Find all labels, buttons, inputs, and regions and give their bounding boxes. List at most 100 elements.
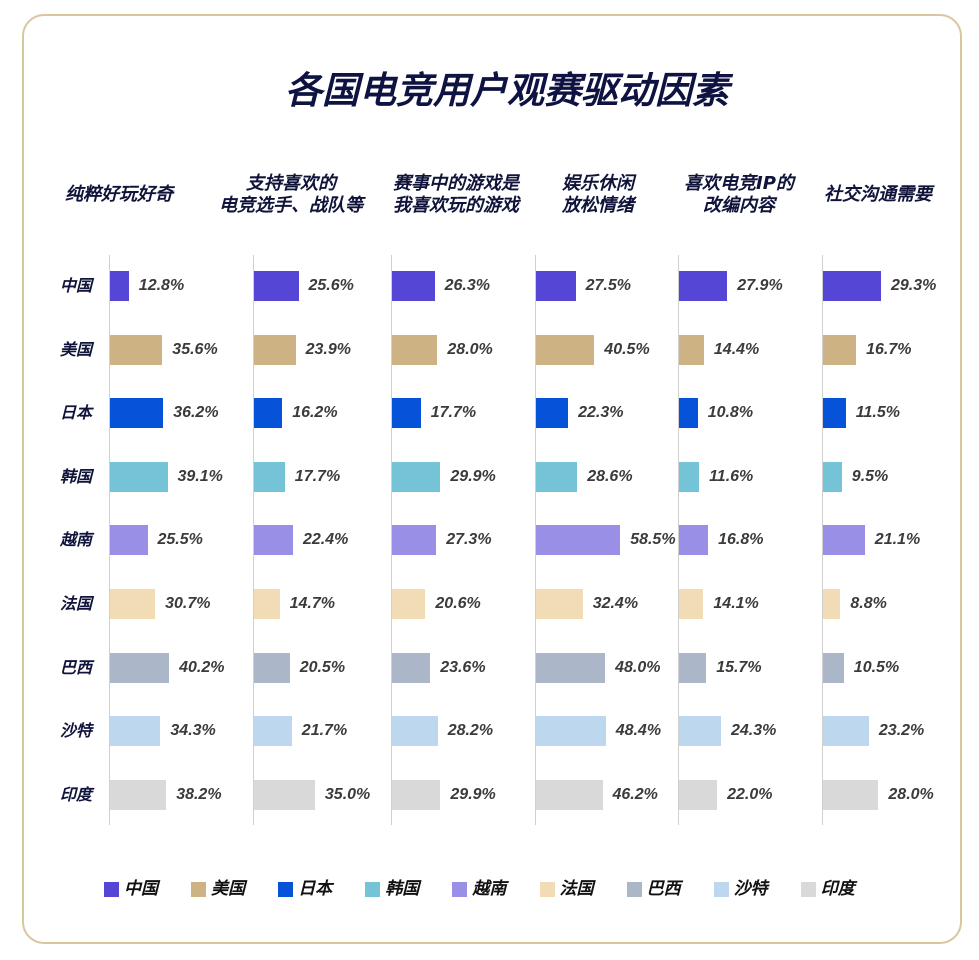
bar-japan: [679, 398, 698, 429]
legend-label-japan: 日本: [298, 879, 333, 899]
bar-saudi-arabia: [392, 716, 438, 747]
value-label-vietnam: 58.5%: [630, 531, 676, 549]
bar-japan: [254, 398, 283, 429]
value-label-korea: 17.7%: [294, 467, 341, 485]
bar-france: [110, 589, 156, 619]
bar-brazil: [823, 652, 844, 683]
factor-header: 娱乐休闲 放松情绪: [562, 173, 634, 216]
value-label-japan: 17.7%: [430, 404, 477, 422]
country-label-china: 中国: [60, 276, 93, 295]
value-label-korea: 11.6%: [709, 467, 754, 485]
country-label-vietnam: 越南: [60, 530, 93, 550]
value-label-vietnam: 22.4%: [303, 531, 349, 549]
legend-label-korea: 韩国: [385, 879, 420, 899]
category-axis-line: [822, 255, 823, 825]
country-label-brazil: 巴西: [60, 657, 93, 677]
country-label-india: 印度: [60, 784, 93, 804]
value-label-japan: 22.3%: [578, 404, 624, 422]
legend-swatch-brazil: [626, 882, 642, 897]
value-label-france: 30.7%: [165, 595, 211, 612]
bar-vietnam: [679, 525, 709, 556]
chart-card: [22, 14, 962, 944]
value-label-vietnam: 27.3%: [446, 531, 492, 549]
legend-swatch-korea: [365, 882, 381, 897]
factor-header: 社交沟通需要: [824, 184, 932, 205]
factor-header: 赛事中的游戏是 我喜欢玩的游戏: [393, 173, 519, 216]
bar-vietnam: [254, 525, 293, 556]
bar-usa: [110, 334, 163, 365]
category-axis-line: [109, 255, 110, 825]
value-label-usa: 14.4%: [713, 340, 760, 358]
bar-india: [392, 779, 441, 810]
legend-swatch-japan: [278, 882, 294, 897]
bar-china: [110, 271, 129, 301]
bar-vietnam: [823, 525, 865, 556]
value-label-china: 27.9%: [737, 277, 783, 294]
bar-usa: [392, 334, 438, 365]
value-label-france: 14.7%: [289, 595, 335, 612]
bar-korea: [823, 461, 842, 492]
value-label-japan: 10.8%: [707, 404, 754, 422]
value-label-france: 8.8%: [850, 595, 887, 612]
value-label-china: 26.3%: [444, 277, 490, 294]
bar-korea: [536, 461, 578, 492]
legend-swatch-usa: [191, 882, 207, 897]
value-label-korea: 28.6%: [587, 467, 633, 485]
value-label-france: 20.6%: [435, 595, 481, 612]
bar-france: [536, 589, 583, 619]
factor-header: 喜欢电竞IP的 改编内容: [684, 173, 794, 216]
bar-usa: [679, 334, 704, 365]
value-label-saudi-arabia: 28.2%: [447, 722, 494, 740]
value-label-brazil: 23.6%: [440, 658, 486, 676]
legend-swatch-saudi-arabia: [713, 882, 729, 897]
value-label-usa: 35.6%: [172, 340, 218, 358]
bar-japan: [110, 398, 164, 429]
bar-korea: [392, 461, 441, 492]
country-label-france: 法国: [60, 594, 93, 613]
bar-vietnam: [392, 525, 437, 556]
bar-usa: [536, 334, 595, 365]
country-label-japan: 日本: [60, 403, 93, 423]
value-label-india: 28.0%: [888, 785, 934, 803]
legend-label-france: 法国: [559, 879, 594, 899]
bar-japan: [392, 398, 421, 429]
category-axis-line: [391, 255, 392, 825]
bar-brazil: [110, 652, 170, 683]
bar-france: [823, 589, 841, 619]
value-label-india: 35.0%: [324, 785, 371, 803]
value-label-china: 29.3%: [891, 277, 937, 294]
bar-france: [392, 589, 426, 619]
category-axis-line: [253, 255, 254, 825]
legend-label-brazil: 巴西: [646, 879, 681, 899]
bar-brazil: [679, 652, 707, 683]
country-label-usa: 美国: [60, 339, 93, 359]
value-label-saudi-arabia: 24.3%: [731, 722, 777, 740]
value-label-japan: 36.2%: [173, 404, 219, 422]
value-label-usa: 16.7%: [866, 340, 912, 358]
factor-header: 支持喜欢的 电竞选手、战队等: [219, 173, 363, 216]
factor-header: 纯粹好玩好奇: [65, 184, 173, 205]
value-label-india: 46.2%: [612, 785, 658, 803]
bar-india: [254, 779, 315, 810]
value-label-saudi-arabia: 23.2%: [878, 722, 925, 740]
bar-korea: [110, 461, 168, 492]
country-label-saudi-arabia: 沙特: [60, 721, 93, 741]
bar-india: [823, 779, 879, 810]
value-label-korea: 39.1%: [177, 467, 223, 485]
legend-label-china: 中国: [124, 879, 158, 899]
value-label-korea: 29.9%: [450, 467, 496, 485]
bar-saudi-arabia: [110, 716, 161, 747]
value-label-india: 38.2%: [176, 785, 222, 803]
bar-vietnam: [536, 525, 621, 556]
bar-japan: [536, 398, 569, 429]
bar-india: [110, 779, 167, 810]
value-label-china: 27.5%: [585, 277, 631, 294]
legend-label-usa: 美国: [211, 879, 246, 899]
bar-china: [254, 271, 299, 301]
bar-usa: [823, 334, 857, 365]
value-label-korea: 9.5%: [851, 467, 889, 485]
legend-swatch-china: [104, 882, 119, 897]
bar-saudi-arabia: [536, 716, 606, 747]
legend-swatch-india: [800, 882, 816, 897]
value-label-india: 22.0%: [727, 785, 773, 803]
